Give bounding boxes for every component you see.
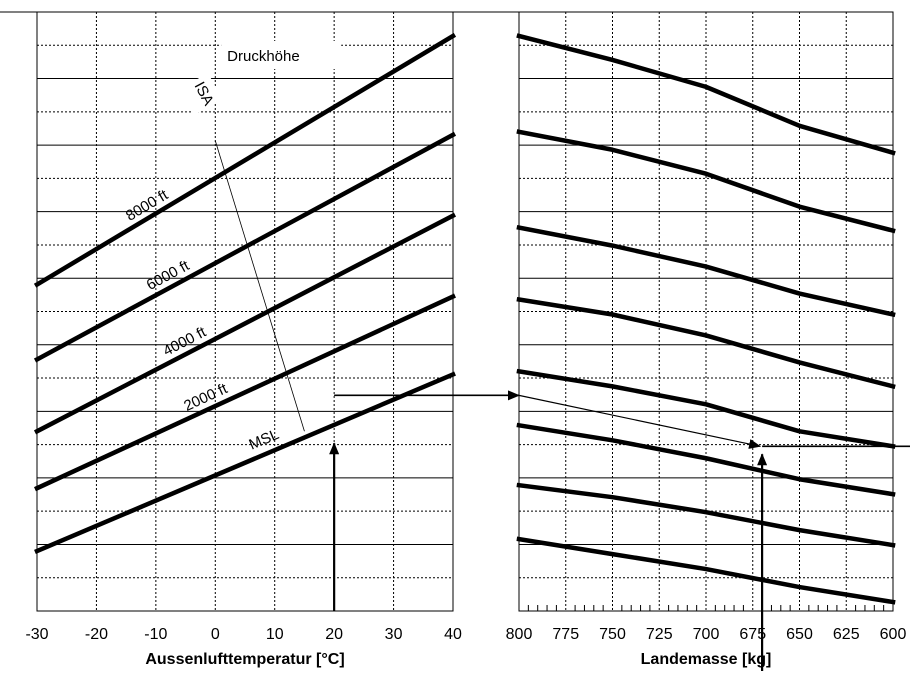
mass-frame — [518, 11, 894, 612]
mass-curve — [516, 368, 896, 449]
temp-tick-label: 40 — [444, 626, 462, 643]
mass-tick-label: 625 — [833, 626, 860, 643]
mass-tick-label: 600 — [880, 626, 907, 643]
isa-backdrop — [179, 73, 223, 115]
altitude-curve — [33, 212, 457, 435]
mass-curve — [516, 482, 896, 548]
temp-tick-label: -20 — [85, 626, 108, 643]
mass-curve — [516, 129, 896, 234]
temp-tick-label: 30 — [385, 626, 403, 643]
temp-tick-label: 0 — [211, 626, 220, 643]
mass-tick-label: 725 — [646, 626, 673, 643]
temp-tick-label: -10 — [144, 626, 167, 643]
mass-tick-label: 750 — [599, 626, 626, 643]
temperature-panel: -30 -20 -10 0 10 20 30 40 Aussenlufttemperatur [… — [0, 11, 655, 668]
altitude-curve — [34, 293, 456, 492]
mass-curve — [516, 296, 896, 390]
mass-curve — [516, 422, 896, 497]
mass-axis-title: Landemasse [kg] — [641, 651, 772, 668]
druckhoehe-label: Druckhöhe — [227, 48, 300, 65]
mass-curve — [516, 536, 896, 605]
druckhoehe-backdrop — [221, 41, 342, 69]
mass-tick-label: 700 — [693, 626, 720, 643]
altitude-curve — [33, 131, 457, 363]
altitude-curve — [34, 371, 456, 555]
mass-curve — [516, 225, 896, 318]
isa-line — [214, 140, 305, 432]
temp-tick-label: -30 — [25, 626, 48, 643]
temp-axis-title: Aussenlufttemperatur [°C] — [145, 651, 344, 668]
mass-tick-label: 800 — [506, 626, 533, 643]
mass-panel: 800 775 750 725 700 675 650 625 600 Landemasse [k… — [506, 11, 910, 671]
temp-tick-label: 20 — [325, 626, 343, 643]
mass-tick-label: 675 — [739, 626, 766, 643]
mass-tick-label: 650 — [786, 626, 813, 643]
example-path-diagonal-arrow — [518, 394, 762, 449]
altitude-curve — [33, 32, 457, 288]
mass-curve — [516, 33, 896, 156]
mass-tick-label: 775 — [552, 626, 579, 643]
temp-tick-label: 10 — [266, 626, 284, 643]
